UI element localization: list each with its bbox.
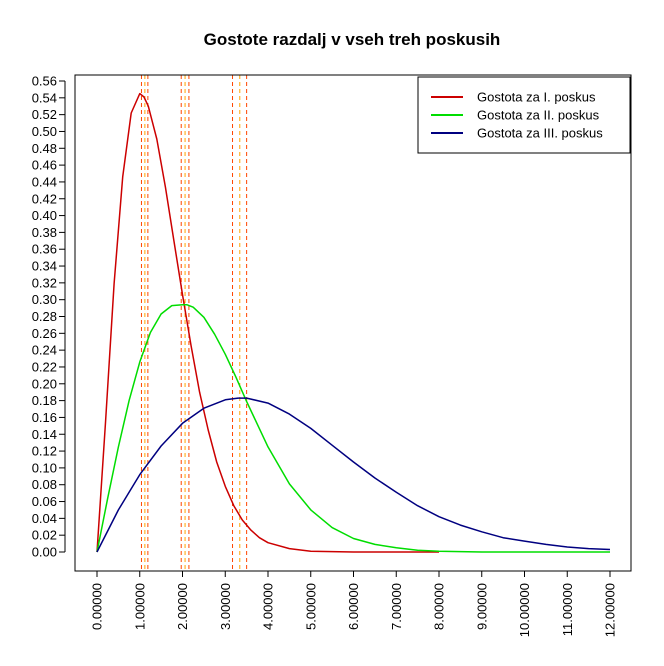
y-tick-label: 0.20	[32, 376, 57, 391]
y-tick-label: 0.50	[32, 124, 57, 139]
y-tick-label: 0.06	[32, 494, 57, 509]
y-tick-label: 0.28	[32, 309, 57, 324]
y-tick-label: 0.44	[32, 174, 57, 189]
y-tick-label: 0.46	[32, 158, 57, 173]
x-tick-label: 6.00000	[346, 583, 361, 630]
y-tick-label: 0.34	[32, 259, 57, 274]
y-tick-label: 0.22	[32, 359, 57, 374]
y-tick-label: 0.08	[32, 477, 57, 492]
legend: Gostota za I. poskus Gostota za II. posku…	[417, 76, 631, 154]
chart-title: Gostote razdalj v vseh treh poskusih	[204, 30, 501, 49]
vertical-reference-lines	[140, 75, 248, 571]
x-tick-label: 10.00000	[517, 583, 532, 637]
y-tick-label: 0.42	[32, 191, 57, 206]
x-tick-label: 4.00000	[261, 583, 276, 630]
y-tick-label: 0.10	[32, 460, 57, 475]
y-tick-label: 0.04	[32, 511, 57, 526]
x-tick-label: 1.00000	[132, 583, 147, 630]
x-axis: 0.00000 1.00000 2.00000 3.00000 4.00000 5.000…	[90, 570, 618, 637]
x-tick-label: 11.00000	[560, 583, 575, 636]
y-tick-label: 0.36	[32, 242, 57, 257]
y-tick-label: 0.14	[32, 427, 57, 442]
x-tick-label: 8.00000	[432, 583, 447, 630]
y-tick-label: 0.32	[32, 275, 57, 290]
y-axis: 0.00 0.02 0.04 0.06 0.08 0.100.12 0.14 0.16 0.18…	[32, 74, 66, 560]
y-tick-label: 0.52	[32, 107, 57, 122]
y-tick-label: 0.24	[32, 343, 57, 358]
y-tick-label: 0.30	[32, 292, 57, 307]
y-tick-label: 0.16	[32, 410, 57, 425]
y-tick-label: 0.18	[32, 393, 57, 408]
x-tick-label: 12.00000	[603, 583, 618, 637]
x-tick-label: 9.00000	[474, 583, 489, 630]
y-tick-label: 0.12	[32, 444, 57, 459]
x-tick-label: 7.00000	[389, 583, 404, 630]
y-tick-label: 0.54	[32, 90, 57, 105]
x-tick-label: 2.00000	[175, 583, 190, 630]
x-tick-label: 5.00000	[303, 583, 318, 630]
series-line-1	[96, 92, 439, 553]
y-tick-label: 0.38	[32, 225, 57, 240]
y-tick-label: 0.56	[32, 74, 57, 89]
y-tick-label: 0.02	[32, 528, 57, 543]
legend-label-3: Gostota za III. poskus	[477, 126, 603, 141]
y-tick-label: 0.48	[32, 141, 57, 156]
x-tick-label: 3.00000	[218, 583, 233, 630]
series-lines	[96, 92, 611, 553]
legend-label-1: Gostota za I. poskus	[477, 90, 596, 105]
legend-label-2: Gostota za II. poskus	[477, 108, 600, 123]
y-tick-label: 0.26	[32, 326, 57, 341]
series-line-3	[96, 397, 611, 553]
y-tick-label: 0.40	[32, 208, 57, 223]
x-tick-label: 0.00000	[90, 583, 105, 630]
series-line-2	[96, 303, 610, 553]
y-tick-label: 0.00	[32, 545, 57, 560]
